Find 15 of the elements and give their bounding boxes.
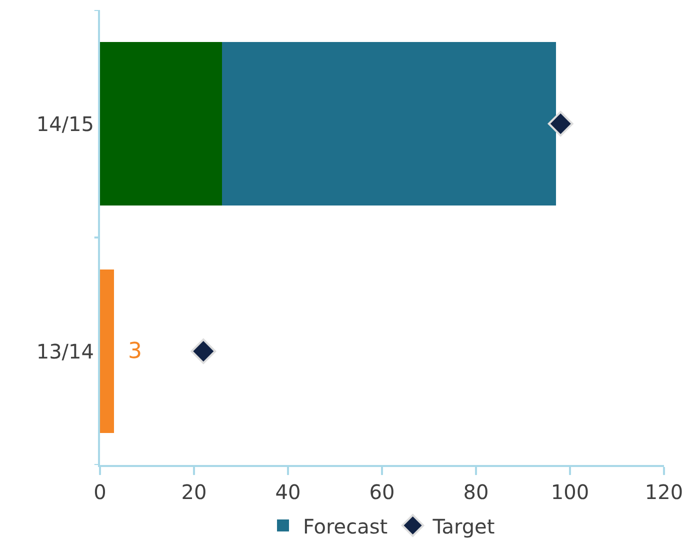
bar	[100, 42, 222, 206]
legend-label: Forecast	[303, 514, 388, 538]
x-tick-label: 40	[275, 480, 301, 504]
x-tick-label: 0	[94, 480, 106, 504]
x-tick-label: 120	[644, 480, 684, 504]
x-tick-label: 80	[463, 480, 489, 504]
x-tick-label: 60	[369, 480, 395, 504]
legend-label: Target	[432, 514, 495, 538]
bar	[222, 42, 556, 206]
y-tick-label: 14/15	[36, 112, 94, 136]
x-tick-label: 20	[181, 480, 207, 504]
x-tick-label: 100	[550, 480, 590, 504]
data-label: 3	[128, 339, 142, 364]
y-tick-label: 13/14	[36, 339, 94, 364]
bar	[100, 269, 114, 434]
